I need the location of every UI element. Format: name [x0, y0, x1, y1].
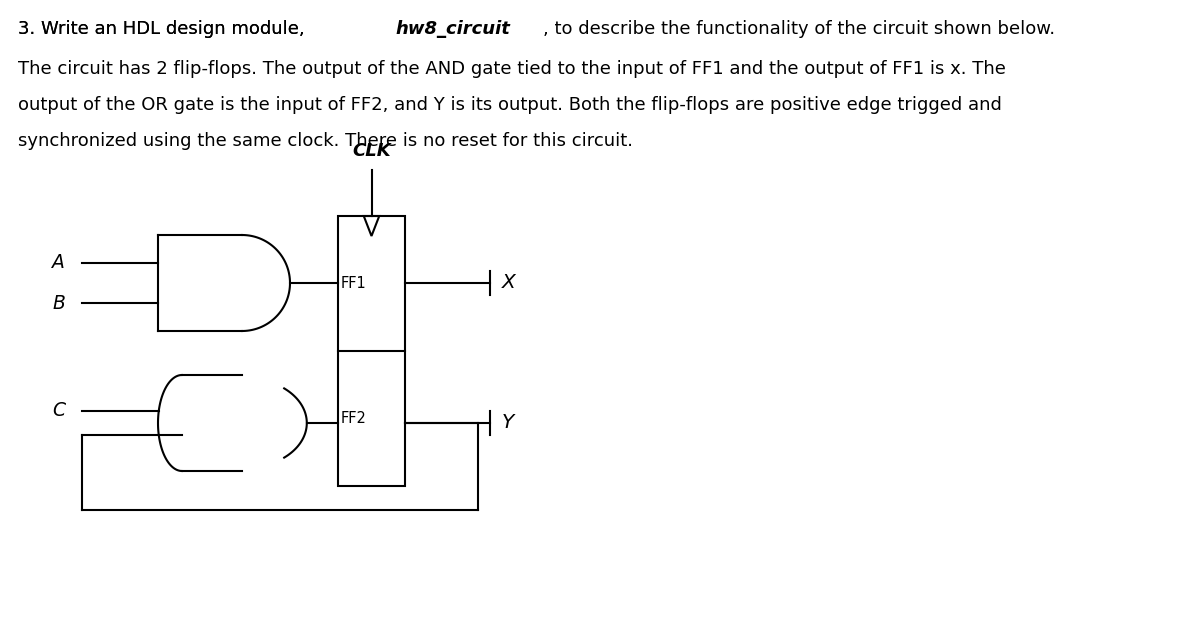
Text: FF1: FF1 — [341, 276, 367, 291]
Text: X: X — [502, 274, 516, 292]
Text: output of the OR gate is the input of FF2, and Y is its output. Both the flip-fl: output of the OR gate is the input of FF… — [18, 96, 1002, 114]
Text: C: C — [52, 401, 65, 420]
Text: 3. Write an HDL design module,: 3. Write an HDL design module, — [18, 20, 311, 38]
Text: The circuit has 2 flip-flops. The output of the AND gate tied to the input of FF: The circuit has 2 flip-flops. The output… — [18, 60, 1006, 78]
Text: synchronized using the same clock. There is no reset for this circuit.: synchronized using the same clock. There… — [18, 132, 634, 150]
Text: 3. Write an HDL design module,: 3. Write an HDL design module, — [18, 20, 311, 38]
Text: , to describe the functionality of the circuit shown below.: , to describe the functionality of the c… — [544, 20, 1056, 38]
Text: hw8_circuit: hw8_circuit — [395, 20, 510, 38]
Text: CLK: CLK — [352, 142, 391, 160]
Text: FF2: FF2 — [341, 411, 367, 426]
Text: 3. Write an HDL design module, hw8_circuit, to describe the functionality of the: 3. Write an HDL design module, hw8_circu… — [18, 20, 925, 38]
Text: Y: Y — [502, 413, 515, 433]
Text: B: B — [52, 293, 65, 313]
Text: A: A — [52, 253, 65, 272]
